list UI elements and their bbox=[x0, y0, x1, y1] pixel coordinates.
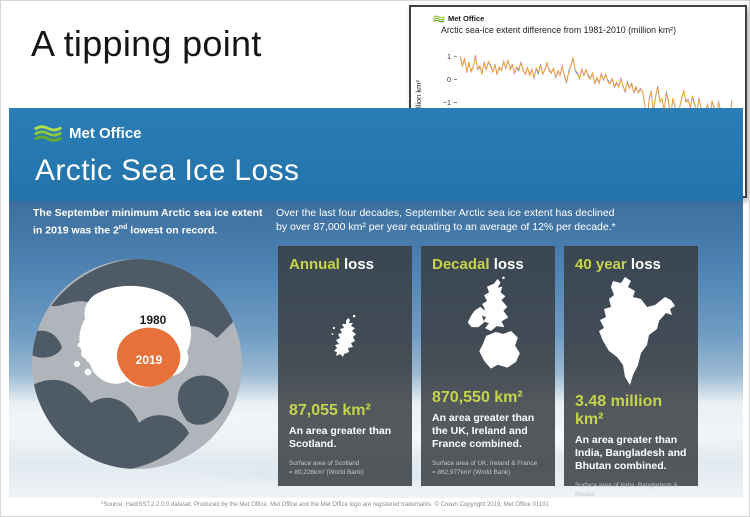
ice-extent-2019 bbox=[117, 327, 181, 387]
infographic-brand-label: Met Office bbox=[69, 125, 142, 142]
panel-value: 87,055 km² bbox=[289, 402, 371, 419]
panel-title: Annual loss bbox=[289, 256, 401, 273]
subtitle-left-line1: The September minimum Arctic sea ice ext… bbox=[33, 207, 263, 219]
panel-footnote-line2: = 862,977km² (World Bank) bbox=[432, 468, 511, 476]
panel-40-year-loss: 40 year loss 3.48 million km² An area gr… bbox=[564, 246, 698, 498]
met-office-waves-icon bbox=[433, 15, 445, 22]
ordinal-superscript: nd bbox=[118, 223, 128, 231]
met-office-brand: Met Office bbox=[433, 14, 484, 23]
panel-title-accent: Decadal bbox=[432, 256, 490, 273]
subtitle-right-line1: Over the last four decades, September Ar… bbox=[276, 207, 615, 219]
infographic-header bbox=[9, 108, 743, 201]
panel-footnote: Surface area of UK, Ireland & France = 8… bbox=[432, 460, 544, 477]
panel-description: An area greater than the UK, Ireland and… bbox=[432, 412, 535, 450]
globe-label-2019: 2019 bbox=[136, 353, 163, 367]
svg-text:0: 0 bbox=[447, 75, 451, 84]
panel-footnote-line1: Surface area of Scotland bbox=[289, 460, 360, 467]
panel-value: 3.48 million km² bbox=[575, 393, 663, 428]
panel-title: Decadal loss bbox=[432, 256, 544, 273]
subtitle-left-line2-post: lowest on record. bbox=[127, 224, 218, 236]
svg-text:million km²: million km² bbox=[414, 80, 423, 116]
panel-footnote-line2: = 80,226km² (World Bank) bbox=[289, 468, 364, 476]
svg-text:−1: −1 bbox=[443, 98, 451, 107]
subtitle-left-line2-pre: in 2019 was the 2 bbox=[33, 224, 119, 236]
panel-title: 40 year loss bbox=[575, 256, 687, 273]
subtitle-right: Over the last four decades, September Ar… bbox=[276, 207, 616, 234]
panel-footnote: Surface area of Scotland = 80,226km² (Wo… bbox=[289, 460, 401, 477]
panel-annual-loss: Annual loss 87,055 km² An area greater t… bbox=[278, 246, 412, 486]
panel-title-rest: loss bbox=[489, 256, 524, 273]
panel-title-rest: loss bbox=[626, 256, 661, 273]
scotland-silhouette bbox=[289, 273, 401, 402]
panel-title-accent: Annual bbox=[289, 256, 340, 273]
panel-title-rest: loss bbox=[339, 256, 375, 273]
globe-label-1980: 1980 bbox=[140, 313, 167, 327]
panel-value: 870,550 km² bbox=[432, 389, 523, 406]
panel-description: An area greater than Scotland. bbox=[289, 425, 392, 450]
panel-decadal-loss: Decadal loss 870,550 km² An area greater… bbox=[421, 246, 555, 486]
met-office-infographic: Met Office Arctic Sea Ice Loss The Septe… bbox=[9, 108, 743, 498]
infographic-title: Arctic Sea Ice Loss bbox=[35, 154, 300, 187]
uk-ireland-france-silhouette bbox=[432, 273, 544, 389]
met-office-logo: Met Office bbox=[33, 124, 142, 143]
panel-footnote-line1: Surface area of India, Bangladesh & Bhut… bbox=[575, 482, 678, 498]
arctic-globe-map: 1980 2019 bbox=[32, 259, 242, 469]
subtitle-right-line2: by over 87,000 km² per year equating to … bbox=[276, 220, 616, 233]
subtitle-left-line2: in 2019 was the 2nd lowest on record. bbox=[33, 221, 263, 238]
subtitle-left: The September minimum Arctic sea ice ext… bbox=[33, 207, 263, 238]
slide-title: A tipping point bbox=[31, 23, 262, 64]
source-footnote: *Source: HadISST.2.2.0.0 dataset. Produc… bbox=[101, 502, 549, 508]
panel-title-accent: 40 year bbox=[575, 256, 627, 273]
panel-footnote-line1: Surface area of UK, Ireland & France bbox=[432, 460, 538, 467]
met-office-waves-icon bbox=[34, 125, 62, 142]
panel-footnote: Surface area of India, Bangladesh & Bhut… bbox=[575, 482, 687, 498]
chart-brand-label: Met Office bbox=[448, 14, 485, 23]
india-silhouette bbox=[575, 273, 687, 393]
svg-text:1: 1 bbox=[447, 52, 451, 61]
chart-title: Arctic sea-ice extent difference from 19… bbox=[441, 25, 677, 35]
panel-description: An area greater than India, Bangladesh a… bbox=[575, 434, 687, 472]
